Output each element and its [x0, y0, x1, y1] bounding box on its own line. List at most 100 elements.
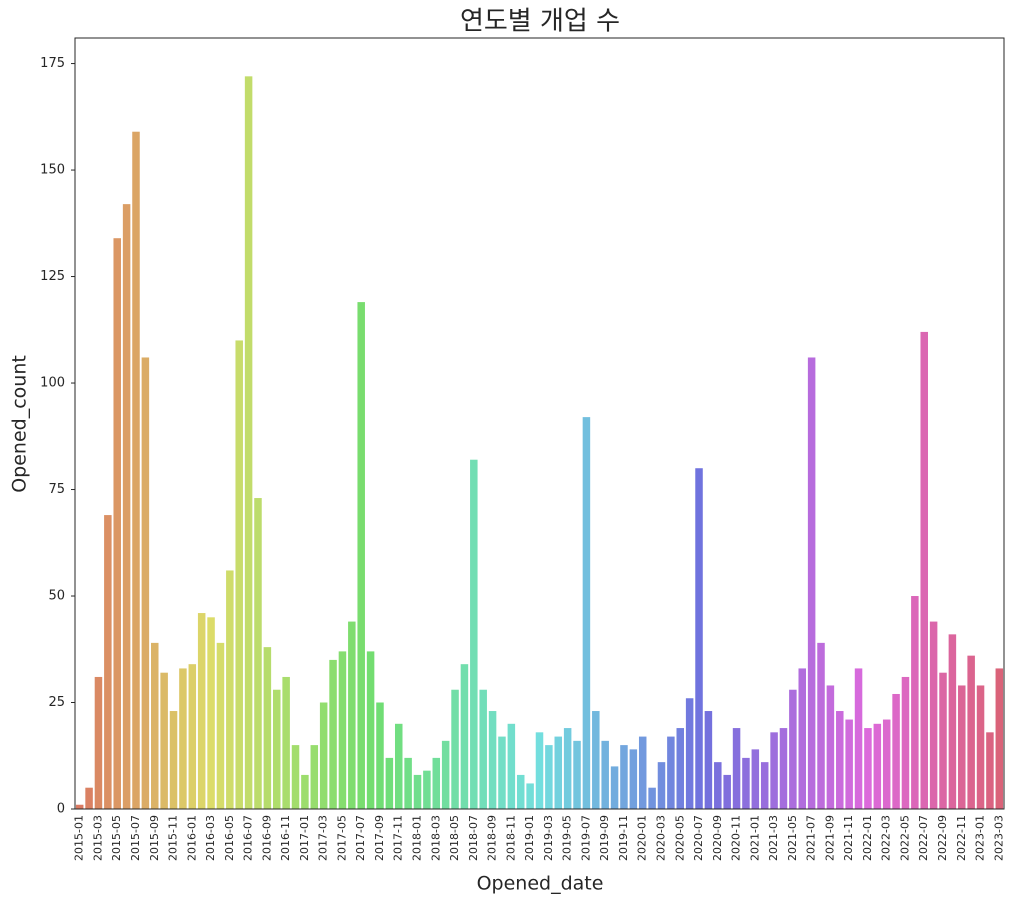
bar	[507, 723, 516, 809]
x-tick-label: 2019-01	[523, 815, 536, 861]
y-tick-label: 50	[48, 589, 65, 604]
bar	[723, 774, 731, 809]
bar	[132, 131, 140, 809]
bar	[676, 728, 685, 809]
bar	[732, 728, 741, 809]
bar	[742, 757, 750, 809]
bar	[958, 685, 966, 809]
bar	[582, 417, 591, 809]
bar	[545, 745, 553, 809]
bar	[451, 689, 459, 809]
x-tick-label: 2022-01	[861, 815, 874, 861]
bar	[385, 757, 394, 809]
bar	[629, 749, 638, 809]
bar	[151, 642, 159, 809]
bar	[807, 357, 816, 809]
bar	[939, 672, 947, 809]
x-tick-label: 2022-05	[898, 815, 911, 861]
x-tick-label: 2015-07	[129, 815, 142, 861]
bar	[976, 685, 985, 809]
bar	[122, 204, 131, 809]
bar	[892, 693, 900, 809]
x-tick-label: 2017-09	[373, 815, 386, 861]
bar	[141, 357, 150, 809]
bar	[104, 515, 112, 809]
x-tick-label: 2020-07	[692, 815, 705, 861]
y-axis-label: Opened_count	[9, 355, 31, 493]
bar	[188, 664, 197, 809]
bar	[995, 668, 1004, 809]
x-tick-label: 2019-11	[617, 815, 630, 861]
bar	[207, 617, 215, 809]
bar	[291, 745, 300, 809]
x-tick-label: 2016-07	[242, 815, 255, 861]
bar	[854, 668, 863, 809]
x-tick-label: 2016-05	[223, 815, 236, 861]
bar	[488, 711, 497, 809]
x-tick-label: 2020-03	[654, 815, 667, 861]
bar	[882, 719, 891, 809]
x-tick-label: 2022-11	[955, 815, 968, 861]
x-tick-label: 2015-05	[110, 815, 123, 861]
x-tick-label: 2022-03	[880, 815, 893, 861]
bar	[826, 685, 835, 809]
bar	[920, 331, 928, 809]
bar	[413, 774, 422, 809]
bar	[479, 689, 487, 809]
bar	[254, 498, 262, 809]
bar	[432, 757, 441, 809]
bar	[554, 736, 563, 809]
bar	[244, 76, 253, 809]
x-tick-label: 2020-09	[711, 815, 724, 861]
x-tick-label: 2018-05	[448, 815, 461, 861]
x-tick-label: 2021-05	[786, 815, 799, 861]
bar	[470, 459, 478, 809]
bar	[648, 787, 656, 809]
bar	[319, 702, 328, 809]
bar	[179, 668, 187, 809]
x-tick-label: 2016-11	[279, 815, 292, 861]
x-tick-label: 2020-01	[636, 815, 649, 861]
x-tick-label: 2021-09	[823, 815, 836, 861]
bar	[366, 651, 375, 809]
bar	[929, 621, 938, 809]
bar	[751, 749, 760, 809]
bar	[282, 676, 290, 809]
x-tick-label: 2021-07	[805, 815, 818, 861]
bar	[789, 689, 797, 809]
bar	[423, 770, 431, 809]
bar	[967, 655, 975, 809]
bar	[329, 659, 337, 809]
x-tick-label: 2021-11	[842, 815, 855, 861]
bar	[873, 723, 882, 809]
bar	[516, 774, 525, 809]
y-tick-label: 125	[40, 269, 65, 284]
bar	[817, 642, 825, 809]
x-tick-label: 2017-03	[317, 815, 330, 861]
x-tick-label: 2015-11	[167, 815, 180, 861]
bar	[404, 757, 412, 809]
bar	[948, 634, 957, 809]
x-tick-label: 2019-07	[579, 815, 592, 861]
x-tick-label: 2018-01	[411, 815, 424, 861]
x-tick-label: 2019-05	[561, 815, 574, 861]
bar	[348, 621, 356, 809]
bar	[695, 468, 703, 809]
x-tick-label: 2021-01	[748, 815, 761, 861]
x-tick-label: 2017-01	[298, 815, 311, 861]
bar	[376, 702, 384, 809]
x-tick-label: 2018-03	[429, 815, 442, 861]
bar	[714, 762, 722, 809]
bar	[592, 711, 600, 809]
bar	[169, 711, 178, 809]
bar	[901, 676, 910, 809]
y-tick-label: 175	[40, 56, 65, 71]
x-tick-label: 2015-01	[73, 815, 86, 861]
bar	[113, 238, 121, 810]
x-tick-label: 2017-11	[392, 815, 405, 861]
bar	[498, 736, 506, 809]
x-tick-label: 2016-03	[204, 815, 217, 861]
bar	[798, 668, 807, 809]
x-tick-label: 2020-11	[730, 815, 743, 861]
